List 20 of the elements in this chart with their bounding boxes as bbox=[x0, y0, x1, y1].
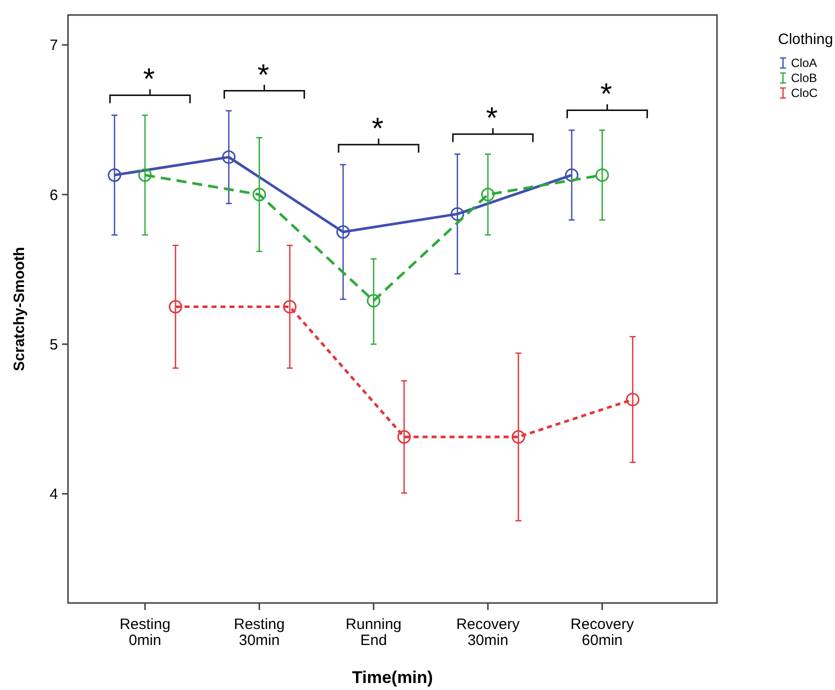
x-axis-title: Time(min) bbox=[352, 668, 433, 687]
x-tick-label: Resting 0min bbox=[120, 616, 170, 649]
x-tick-label: Recovery 30min bbox=[456, 616, 520, 649]
legend-label: CloA bbox=[791, 56, 818, 70]
y-tick-label: 7 bbox=[50, 37, 58, 54]
x-tick-label: Resting 30min bbox=[234, 616, 285, 649]
annotation: * bbox=[600, 78, 612, 112]
legend-label: CloC bbox=[791, 86, 818, 100]
y-tick-label: 6 bbox=[50, 186, 58, 204]
annotation: * bbox=[257, 58, 270, 92]
legend-title: Clothing bbox=[778, 31, 834, 48]
annotation: * bbox=[486, 102, 498, 136]
x-tick-label: Running End bbox=[346, 616, 402, 649]
annotation: * bbox=[143, 63, 156, 96]
y-axis-title: Scratchy-Smooth bbox=[11, 246, 28, 372]
x-tick-label: Recovery 60min bbox=[570, 616, 634, 649]
legend-label: CloB bbox=[791, 71, 818, 85]
annotation: * bbox=[372, 112, 384, 146]
y-tick-label: 5 bbox=[50, 336, 58, 354]
y-tick-label: 4 bbox=[50, 486, 58, 504]
